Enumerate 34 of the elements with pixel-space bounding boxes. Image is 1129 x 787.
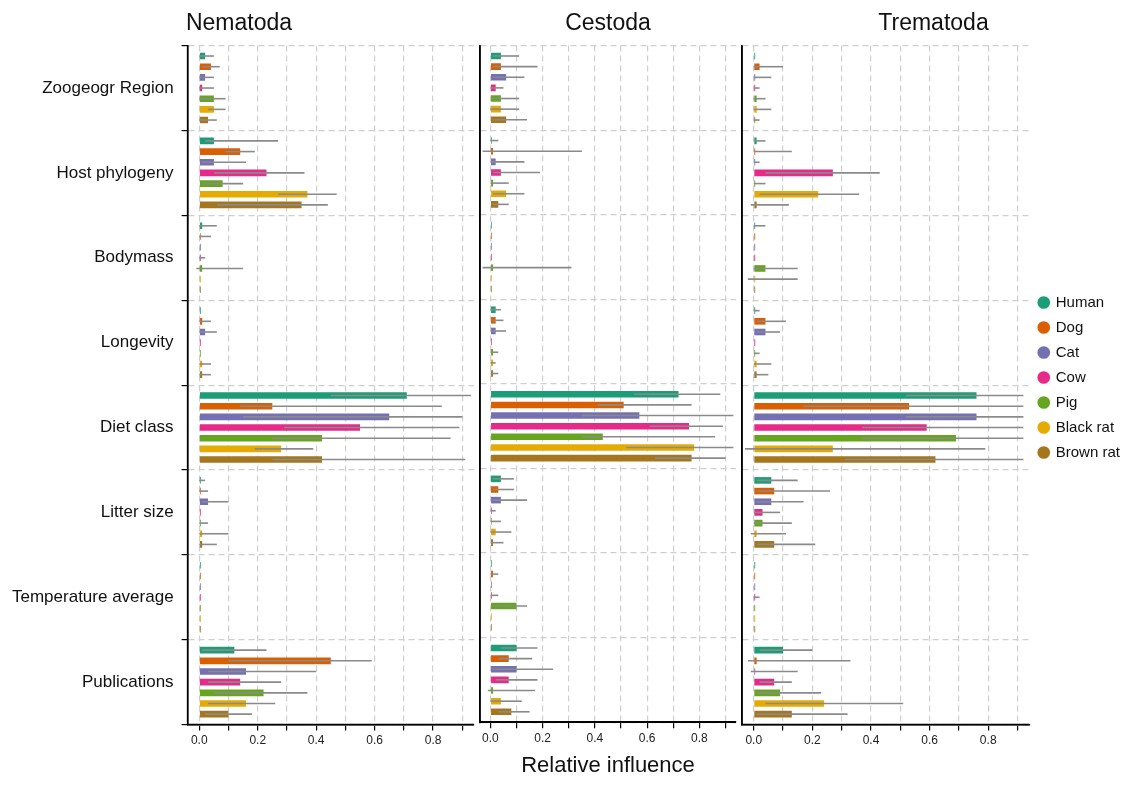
x-axis-title: Relative influence bbox=[521, 751, 695, 777]
y-tick-label: Temperature average bbox=[12, 586, 174, 606]
y-tick-label: Longevity bbox=[100, 332, 175, 352]
legend-label: Cow bbox=[1055, 367, 1086, 385]
x-tick-label: 0.8 bbox=[424, 733, 442, 748]
x-tick-label: 0.0 bbox=[482, 730, 500, 745]
y-tick-label: Zoogeogr Region bbox=[42, 77, 174, 97]
chart-title: Nematoda bbox=[185, 9, 293, 36]
x-tick-label: 0.4 bbox=[586, 730, 604, 745]
x-tick-label: 0.4 bbox=[862, 733, 880, 748]
legend-label: Black rat bbox=[1055, 417, 1115, 435]
x-tick-label: 0.6 bbox=[921, 733, 939, 748]
legend-label: Human bbox=[1055, 292, 1105, 310]
y-tick-label: Publications bbox=[81, 671, 174, 691]
legend-label: Cat bbox=[1055, 342, 1080, 360]
legend-label: Brown rat bbox=[1055, 442, 1121, 460]
x-tick-label: 0.8 bbox=[979, 733, 997, 748]
y-tick-label: Bodymass bbox=[94, 247, 174, 267]
legend-label: Dog bbox=[1055, 317, 1084, 335]
chart-title: Trematoda bbox=[878, 9, 989, 36]
legend-label: Pig bbox=[1055, 392, 1078, 410]
chart-title: Cestoda bbox=[565, 9, 652, 36]
x-tick-label: 0.6 bbox=[366, 733, 384, 748]
x-tick-label: 0.8 bbox=[691, 730, 709, 745]
x-tick-label: 0.0 bbox=[190, 733, 208, 748]
x-tick-label: 0.6 bbox=[638, 730, 656, 745]
y-tick-label: Diet class bbox=[99, 417, 174, 437]
y-tick-label: Litter size bbox=[100, 502, 174, 522]
x-tick-label: 0.2 bbox=[249, 733, 267, 748]
x-tick-label: 0.4 bbox=[307, 733, 325, 748]
x-tick-label: 0.2 bbox=[534, 730, 552, 745]
x-tick-label: 0.2 bbox=[804, 733, 822, 748]
y-tick-label: Host phylogeny bbox=[56, 162, 175, 182]
x-tick-label: 0.0 bbox=[745, 733, 763, 748]
